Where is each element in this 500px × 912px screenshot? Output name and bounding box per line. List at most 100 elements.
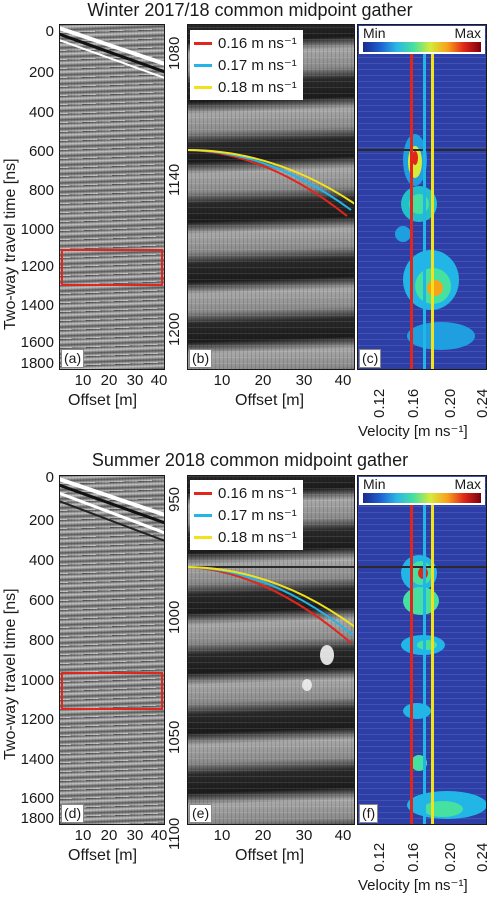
y-tick-d-7: 1400 — [20, 751, 54, 768]
x-tick-b-3: 40 — [334, 372, 352, 389]
y-tick-a-9: 1800 — [20, 355, 54, 372]
x-tick-e-1: 20 — [254, 827, 272, 844]
y-tick-e-1: 1000 — [166, 600, 183, 634]
x-tick-b-0: 10 — [213, 372, 231, 389]
x-tick-a-1: 20 — [100, 372, 118, 389]
x-tick-c-0: 0.12 — [371, 388, 388, 418]
y-tick-e-2: 1050 — [166, 720, 183, 754]
direct-wave-overlay-a — [59, 26, 165, 79]
semblance-blobs-c — [395, 134, 475, 350]
legend-label-2: 0.18 m ns⁻¹ — [218, 79, 297, 96]
zoom-window-rect-a — [61, 249, 163, 286]
zoom-window-rect-d — [61, 672, 163, 710]
y-tick-a-5: 1000 — [20, 221, 54, 238]
top-figure-title: Winter 2017/18 common midpoint gather — [87, 0, 413, 20]
panel-letter-f: (f) — [359, 804, 379, 823]
radargram-panel-a: (a) — [59, 24, 165, 370]
picked-reflection-line-b — [187, 149, 355, 151]
semblance-panel-c: Min Max (c) — [357, 24, 487, 370]
x-tick-a-0: 10 — [74, 372, 92, 389]
velocity-line-cyan-f — [423, 505, 426, 825]
velocity-line-red-f — [410, 505, 413, 825]
x-tick-d-1: 20 — [100, 827, 118, 844]
y-tick-a-4: 800 — [28, 182, 54, 199]
panel-letter-a: (a) — [61, 349, 85, 368]
radargram-panel-d: (d) — [59, 475, 165, 825]
colorbar-min-label-top: Min — [363, 25, 386, 41]
x-tick-e-3: 40 — [334, 827, 352, 844]
velocity-line-yellow-c — [431, 54, 434, 370]
x-tick-e-2: 30 — [295, 827, 313, 844]
y-tick-d-4: 800 — [28, 632, 54, 649]
semblance-blobs-f — [401, 555, 487, 819]
velocity-line-yellow-f — [431, 505, 434, 825]
picked-reflection-line-e — [187, 566, 355, 568]
direct-wave-overlay-d — [59, 477, 165, 542]
panel-letter-c: (c) — [359, 349, 382, 368]
y-tick-a-2: 400 — [28, 104, 54, 121]
x-axis-title-a: Offset [m] — [68, 392, 138, 409]
x-tick-f-2: 0.20 — [442, 842, 459, 872]
y-tick-e-0: 950 — [166, 486, 183, 512]
legend-swatch-red — [194, 41, 212, 45]
y-tick-a-3: 600 — [28, 143, 54, 160]
legend-swatch-red-bottom — [194, 491, 212, 495]
x-axis-title-e: Offset [m] — [235, 847, 305, 864]
y-tick-d-3: 600 — [28, 592, 54, 609]
legend-swatch-yellow — [194, 85, 212, 89]
velocity-legend-bottom: 0.16 m ns⁻¹ 0.17 m ns⁻¹ 0.18 m ns⁻¹ — [190, 480, 303, 550]
y-tick-d-5: 1000 — [20, 672, 54, 689]
legend-label-0: 0.16 m ns⁻¹ — [218, 35, 297, 52]
y-tick-d-6: 1200 — [20, 711, 54, 728]
panel-letter-d: (d) — [61, 804, 85, 823]
colorbar-gradient-top — [363, 42, 481, 52]
x-tick-b-2: 30 — [295, 372, 313, 389]
velocity-line-cyan-c — [423, 54, 426, 370]
y-tick-b-0: 1080 — [166, 36, 183, 70]
y-tick-a-8: 1600 — [20, 334, 54, 351]
velocity-legend-top: 0.16 m ns⁻¹ 0.17 m ns⁻¹ 0.18 m ns⁻¹ — [190, 30, 303, 100]
y-tick-d-0: 0 — [45, 469, 54, 486]
y-tick-a-0: 0 — [45, 23, 54, 40]
x-axis-title-c: Velocity [m ns⁻¹] — [358, 423, 468, 440]
x-tick-e-0: 10 — [213, 827, 231, 844]
y-tick-b-1: 1140 — [166, 163, 183, 196]
hyperbola-curves-b — [187, 149, 355, 217]
y-tick-b-2: 1200 — [166, 312, 183, 346]
semblance-panel-f: Min Max (f) — [357, 475, 487, 825]
colorbar-max-label-bottom: Max — [454, 476, 481, 492]
picked-reflection-line-c — [357, 149, 487, 151]
x-tick-c-1: 0.16 — [405, 388, 422, 418]
x-tick-b-1: 20 — [254, 372, 272, 389]
x-tick-f-1: 0.16 — [405, 842, 422, 872]
x-tick-c-3: 0.24 — [474, 388, 491, 418]
y-tick-d-1: 200 — [28, 512, 54, 529]
legend-swatch-cyan-bottom — [194, 513, 212, 517]
velocity-line-red-c — [410, 54, 413, 370]
colorbar-min-label-bottom: Min — [363, 476, 386, 492]
panel-letter-e: (e) — [189, 804, 213, 823]
colorbar-top: Min Max — [359, 25, 485, 54]
x-axis-title-b: Offset [m] — [235, 392, 305, 409]
y-tick-a-7: 1400 — [20, 297, 54, 314]
x-tick-a-3: 40 — [150, 372, 168, 389]
x-tick-c-2: 0.20 — [442, 388, 459, 418]
legend-label-bottom-1: 0.17 m ns⁻¹ — [218, 507, 297, 524]
colorbar-max-label-top: Max — [454, 25, 481, 41]
legend-swatch-cyan — [194, 63, 212, 67]
legend-label-1: 0.17 m ns⁻¹ — [218, 57, 297, 74]
y-tick-a-6: 1200 — [20, 258, 54, 275]
y-tick-d-9: 1800 — [20, 810, 54, 827]
x-tick-f-0: 0.12 — [371, 842, 388, 872]
colorbar-gradient-bottom — [363, 493, 481, 503]
y-tick-d-8: 1600 — [20, 790, 54, 807]
x-axis-title-f: Velocity [m ns⁻¹] — [358, 877, 468, 894]
colorbar-bottom: Min Max — [359, 476, 485, 505]
bottom-figure-title: Summer 2018 common midpoint gather — [91, 450, 409, 470]
y-tick-a-1: 200 — [28, 64, 54, 81]
x-tick-d-3: 40 — [150, 827, 168, 844]
legend-swatch-yellow-bottom — [194, 535, 212, 539]
y-tick-e-3: 1100 — [166, 817, 183, 850]
panel-letter-b: (b) — [189, 349, 213, 368]
x-tick-d-0: 10 — [74, 827, 92, 844]
